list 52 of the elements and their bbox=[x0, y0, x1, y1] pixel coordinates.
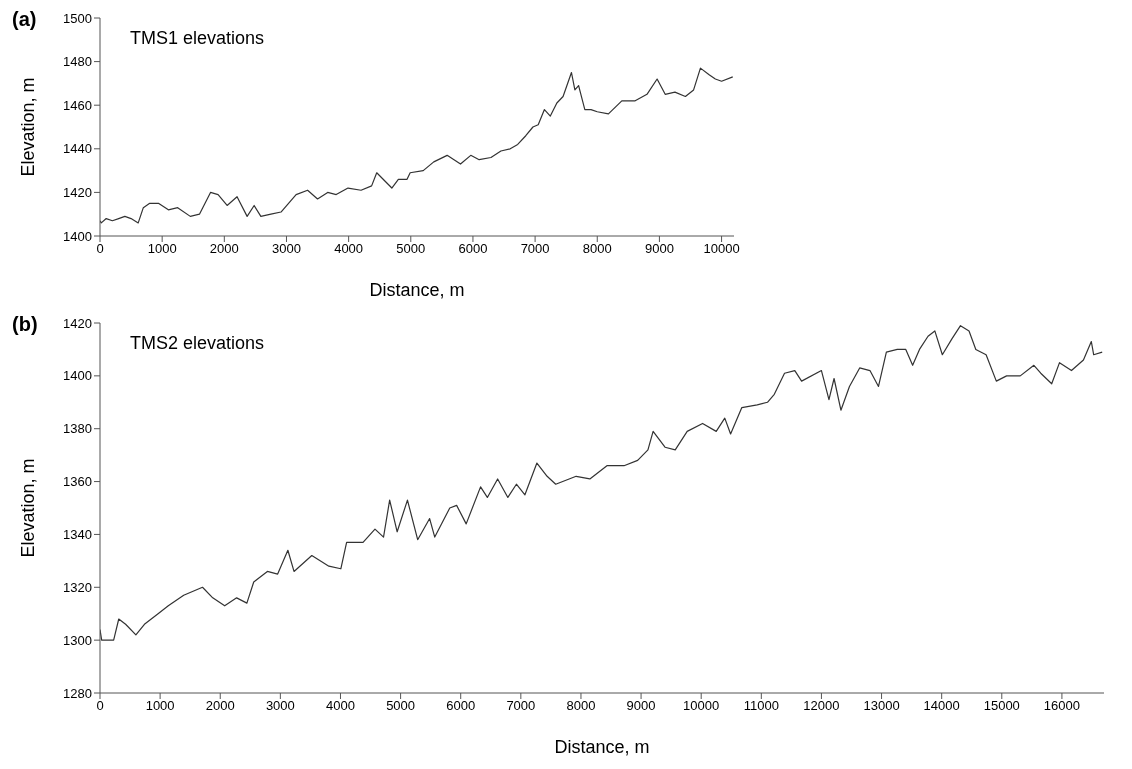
chart-title: (b) bbox=[12, 313, 38, 336]
annotation: TMS1 elevations bbox=[130, 28, 265, 49]
x-tick-label: 8000 bbox=[566, 698, 596, 714]
y-tick-label: 1300 bbox=[63, 632, 92, 648]
y-tick-label: 1500 bbox=[63, 10, 92, 26]
x-tick-label: 16000 bbox=[1043, 698, 1080, 714]
x-tick-label: 9000 bbox=[644, 241, 674, 257]
y-tick-label: 1420 bbox=[63, 315, 92, 331]
y-tick-label: 1480 bbox=[63, 54, 92, 70]
x-tick-label: 0 bbox=[96, 698, 104, 714]
y-tick-label: 1400 bbox=[63, 228, 92, 244]
x-tick-label: 5000 bbox=[396, 241, 426, 257]
x-tick-label: 7000 bbox=[506, 698, 536, 714]
x-tick-label: 4000 bbox=[334, 241, 364, 257]
x-tick-label: 2000 bbox=[209, 241, 239, 257]
y-tick-label: 1340 bbox=[63, 527, 92, 543]
x-tick-label: 9000 bbox=[626, 698, 656, 714]
x-tick-label: 1000 bbox=[147, 241, 177, 257]
x-tick-label: 11000 bbox=[743, 698, 779, 714]
x-tick-label: 3000 bbox=[272, 241, 301, 257]
y-tick-label: 1400 bbox=[63, 368, 92, 384]
x-tick-label: 10000 bbox=[683, 698, 720, 714]
x-tick-label: 15000 bbox=[983, 698, 1020, 714]
x-tick-label: 1000 bbox=[145, 698, 175, 714]
y-tick-label: 1360 bbox=[63, 474, 92, 490]
y-tick-label: 1380 bbox=[63, 421, 92, 437]
x-tick-label: 6000 bbox=[446, 698, 476, 714]
x-tick-label: 4000 bbox=[326, 698, 355, 714]
y-tick-label: 1440 bbox=[63, 141, 92, 157]
x-tick-label: 7000 bbox=[520, 241, 550, 257]
x-tick-label: 12000 bbox=[803, 698, 840, 714]
x-tick-label: 2000 bbox=[205, 698, 235, 714]
x-tick-label: 14000 bbox=[923, 698, 960, 714]
line-series bbox=[100, 325, 1103, 641]
line-series bbox=[100, 67, 734, 224]
y-axis-title: Elevation, m bbox=[18, 458, 39, 558]
x-tick-label: 0 bbox=[96, 241, 104, 257]
x-tick-label: 3000 bbox=[265, 698, 295, 714]
y-tick-label: 1280 bbox=[63, 685, 92, 701]
y-tick-label: 1420 bbox=[63, 185, 92, 201]
x-axis-title: Distance, m bbox=[369, 280, 465, 300]
y-tick-label: 1460 bbox=[63, 97, 92, 113]
y-axis-title: Elevation, m bbox=[18, 77, 39, 177]
chart-title: (a) bbox=[12, 8, 37, 31]
annotation: TMS2 elevations bbox=[130, 333, 265, 354]
x-tick-label: 6000 bbox=[458, 241, 488, 257]
x-axis-title: Distance, m bbox=[554, 737, 650, 757]
x-tick-label: 10000 bbox=[703, 241, 740, 257]
y-tick-label: 1320 bbox=[63, 579, 92, 595]
x-tick-label: 8000 bbox=[582, 241, 612, 257]
x-tick-label: 13000 bbox=[863, 698, 900, 714]
x-tick-label: 5000 bbox=[386, 698, 416, 714]
